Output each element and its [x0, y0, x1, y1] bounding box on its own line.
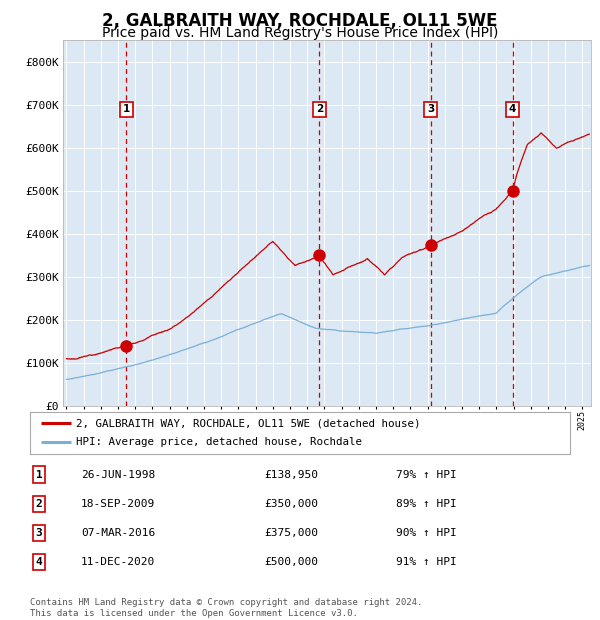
Text: 1: 1 [35, 469, 43, 480]
Text: £500,000: £500,000 [264, 557, 318, 567]
Text: 2: 2 [35, 498, 43, 509]
Text: 26-JUN-1998: 26-JUN-1998 [81, 469, 155, 480]
Text: Contains HM Land Registry data © Crown copyright and database right 2024.
This d: Contains HM Land Registry data © Crown c… [30, 598, 422, 618]
Text: 3: 3 [35, 528, 43, 538]
Text: 07-MAR-2016: 07-MAR-2016 [81, 528, 155, 538]
Text: Price paid vs. HM Land Registry's House Price Index (HPI): Price paid vs. HM Land Registry's House … [102, 26, 498, 40]
Text: 90% ↑ HPI: 90% ↑ HPI [396, 528, 457, 538]
Text: 91% ↑ HPI: 91% ↑ HPI [396, 557, 457, 567]
Text: 2, GALBRAITH WAY, ROCHDALE, OL11 5WE: 2, GALBRAITH WAY, ROCHDALE, OL11 5WE [102, 12, 498, 30]
Text: 11-DEC-2020: 11-DEC-2020 [81, 557, 155, 567]
Text: 4: 4 [35, 557, 43, 567]
Text: HPI: Average price, detached house, Rochdale: HPI: Average price, detached house, Roch… [76, 438, 362, 448]
Text: 89% ↑ HPI: 89% ↑ HPI [396, 498, 457, 509]
Text: 4: 4 [509, 104, 516, 114]
Text: 2: 2 [316, 104, 323, 114]
Text: 3: 3 [427, 104, 434, 114]
Text: £138,950: £138,950 [264, 469, 318, 480]
Text: 2, GALBRAITH WAY, ROCHDALE, OL11 5WE (detached house): 2, GALBRAITH WAY, ROCHDALE, OL11 5WE (de… [76, 418, 421, 428]
Text: 1: 1 [123, 104, 130, 114]
Text: 18-SEP-2009: 18-SEP-2009 [81, 498, 155, 509]
Text: £375,000: £375,000 [264, 528, 318, 538]
Text: £350,000: £350,000 [264, 498, 318, 509]
Text: 79% ↑ HPI: 79% ↑ HPI [396, 469, 457, 480]
